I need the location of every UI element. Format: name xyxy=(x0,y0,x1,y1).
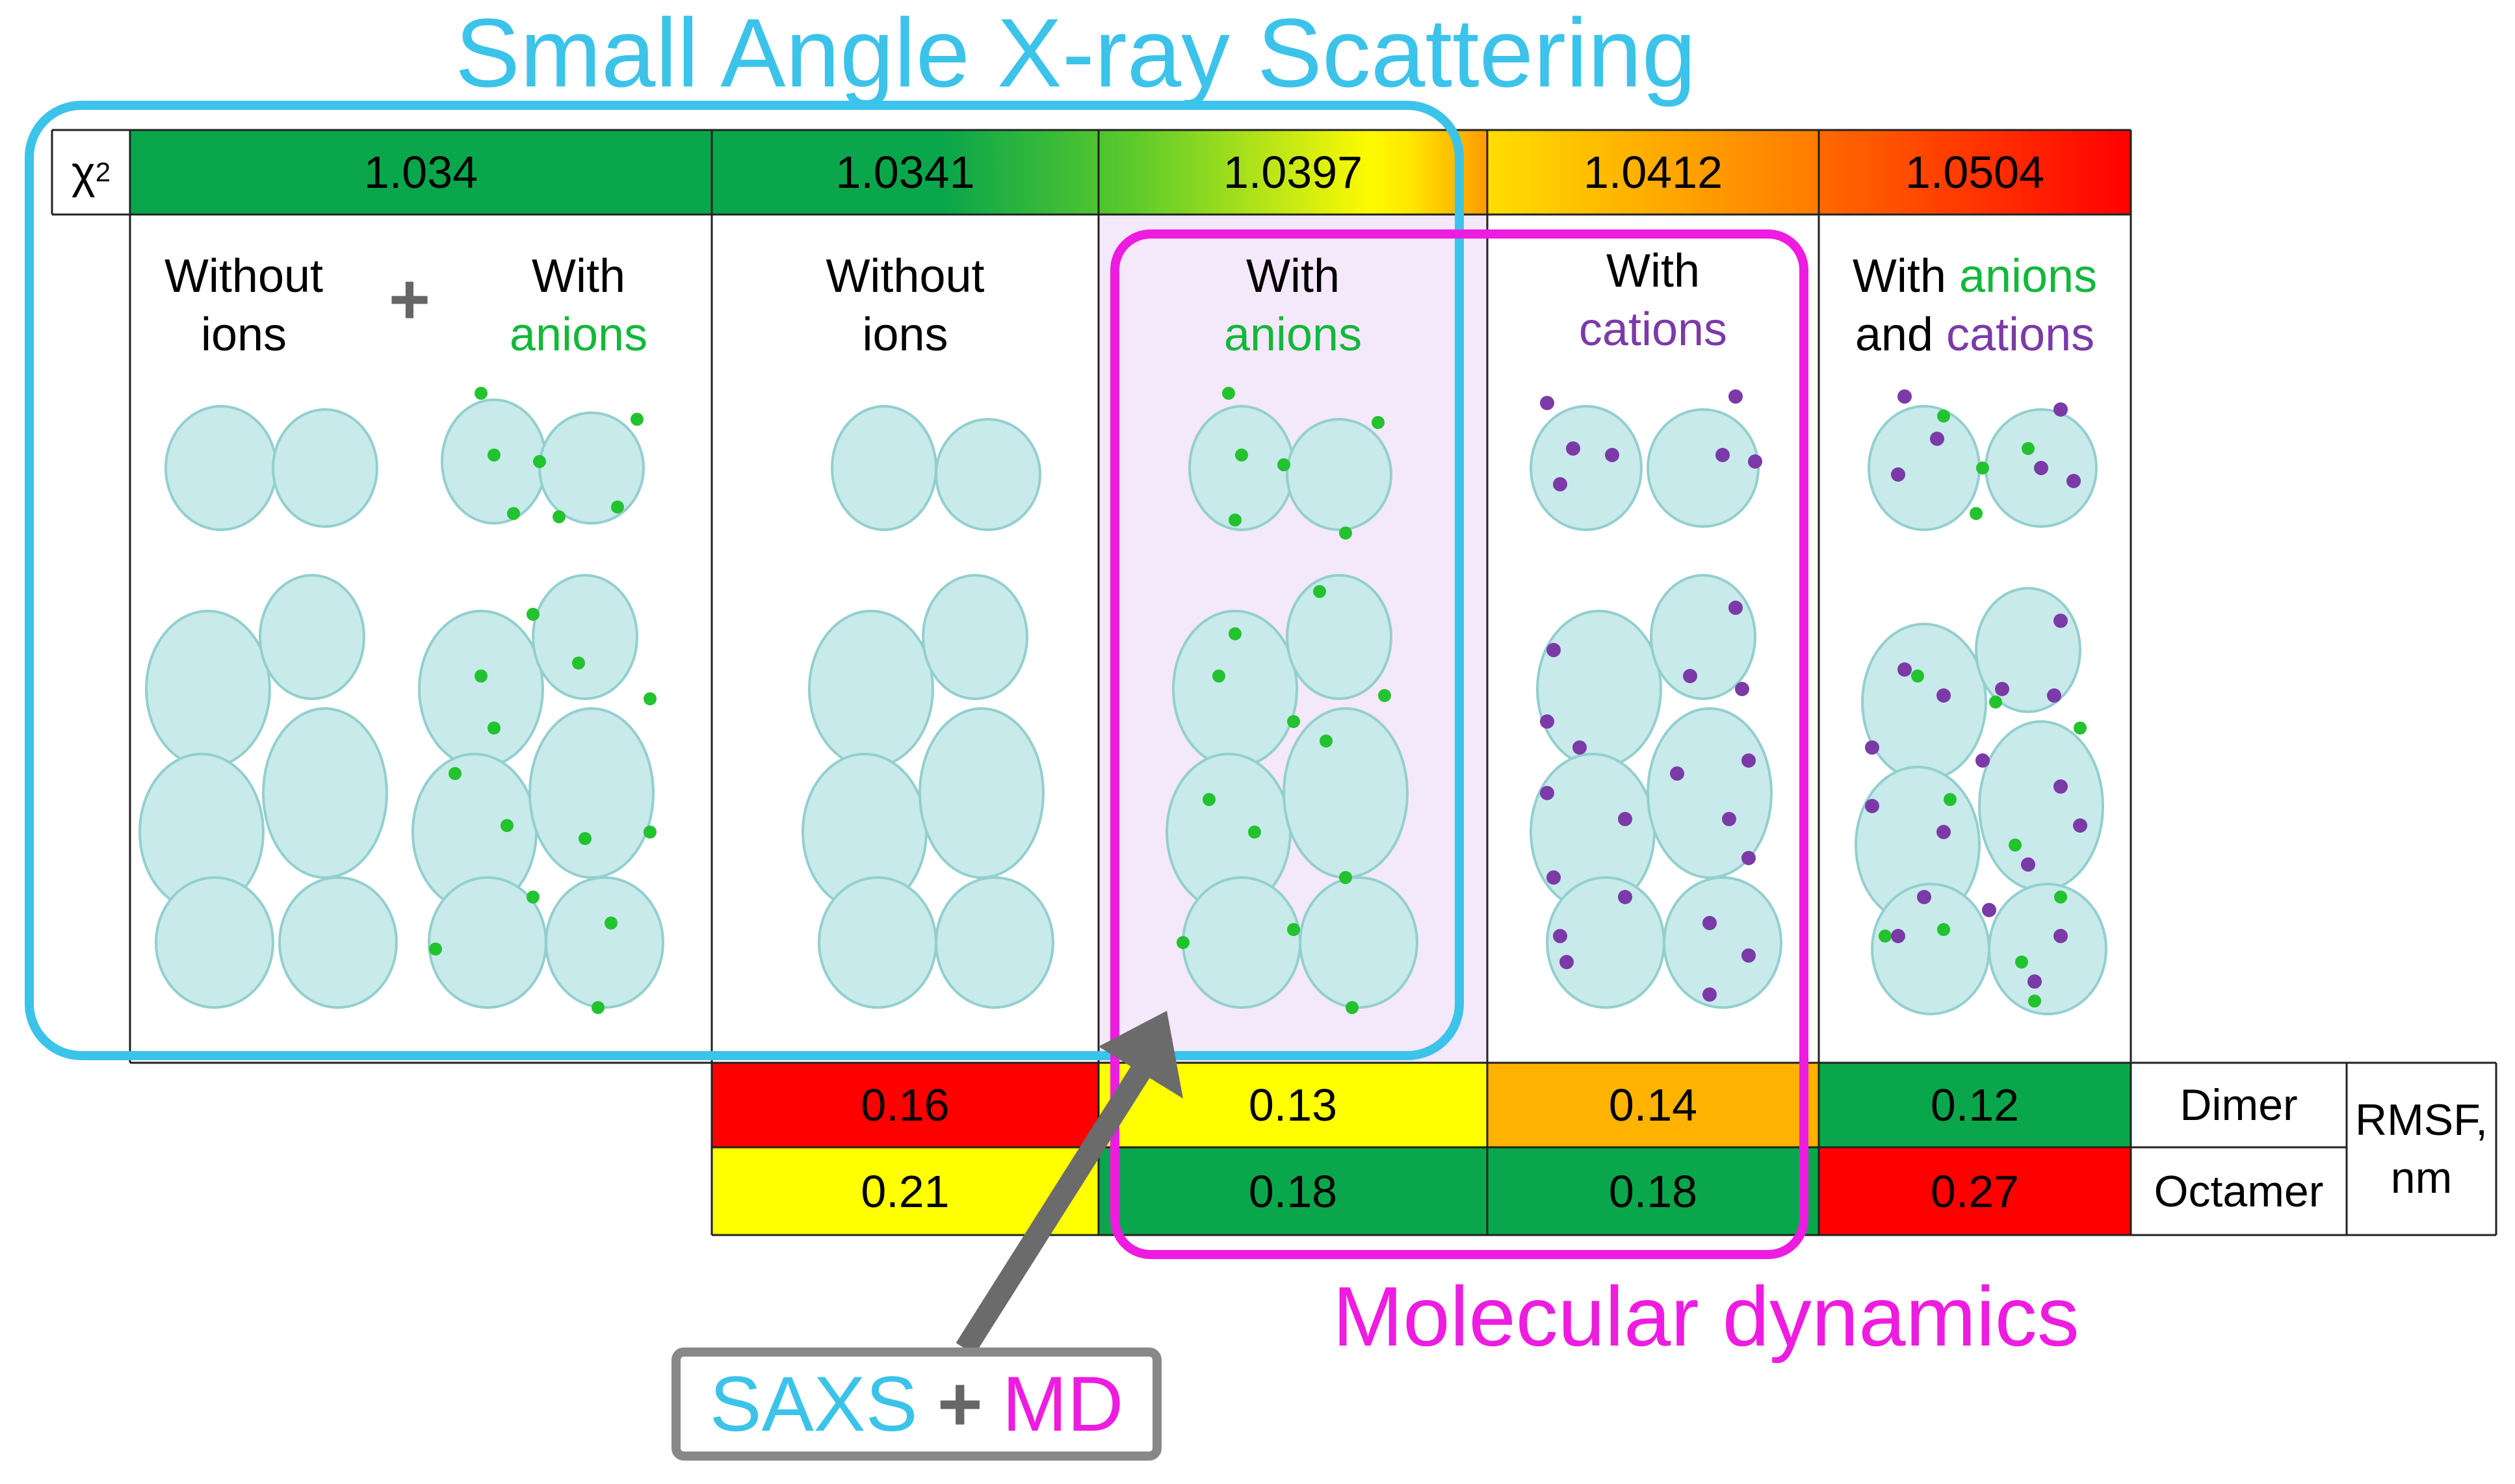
col2-line2: ions xyxy=(862,309,948,361)
col5-header: With anions and cations xyxy=(1819,247,2131,364)
dimer-value-4: 0.12 xyxy=(1930,1080,2020,1130)
octamer-value-1: 0.21 xyxy=(861,1165,950,1217)
col3-header: With anions xyxy=(1099,247,1487,364)
dimer-label: Dimer xyxy=(2180,1080,2298,1130)
col1a-line1: Without xyxy=(164,250,324,302)
chi-value-2: 1.0341 xyxy=(835,147,975,198)
octamer-value-2: 0.18 xyxy=(1248,1165,1338,1217)
dimer-fill-3 xyxy=(1487,1063,1819,1147)
md-title: Molecular dynamics xyxy=(1333,1269,2079,1364)
saxs-md-md: MD xyxy=(1002,1360,1124,1448)
chi-value-5: 1.0504 xyxy=(1905,147,2045,198)
md-region-box xyxy=(1110,229,1808,1259)
saxs-title: Small Angle X-ray Scattering xyxy=(455,0,1697,107)
dimer-value-1: 0.16 xyxy=(861,1080,950,1130)
col1b-line2: anions xyxy=(509,309,648,361)
octamer-fill-3 xyxy=(1487,1147,1819,1235)
col5-anions: anions xyxy=(1959,250,2098,302)
col1b-header: With anions xyxy=(468,247,689,364)
rmsf-unit-label: RMSF, nm xyxy=(2347,1063,2496,1235)
saxs-md-label: SAXS + MD xyxy=(681,1357,1153,1451)
col2-header: Without ions xyxy=(712,247,1099,364)
octamer-value-3: 0.18 xyxy=(1608,1165,1698,1217)
chi-fill-1 xyxy=(130,130,712,215)
chi-value-1: 1.034 xyxy=(363,147,478,198)
chi-value-3: 1.0397 xyxy=(1223,147,1363,198)
plus-icon: + xyxy=(388,259,431,339)
col3-line2: anions xyxy=(1223,309,1362,361)
dimer-fill-1 xyxy=(712,1063,1099,1147)
saxs-md-plus-icon: + xyxy=(937,1360,983,1448)
col4-line1: With xyxy=(1606,245,1700,297)
col3-line1: With xyxy=(1246,250,1340,302)
col1a-header: Without ions xyxy=(130,247,358,364)
dimer-fill-4 xyxy=(1819,1063,2131,1147)
col4-line2: cations xyxy=(1578,304,1728,356)
col5-cations: cations xyxy=(1946,309,2095,361)
table-grid xyxy=(51,129,2497,1236)
octamer-fill-2 xyxy=(1099,1147,1487,1235)
anion-spheres xyxy=(429,387,2087,1014)
col1b-line1: With xyxy=(532,250,625,302)
dimer-value-3: 0.14 xyxy=(1608,1080,1698,1130)
col1a-line2: ions xyxy=(200,309,287,361)
chi-superscript: 2 xyxy=(95,157,111,187)
col5-and: and xyxy=(1855,309,1933,361)
octamer-value-4: 0.27 xyxy=(1930,1165,2020,1217)
rmsf-label-line1: RMSF, xyxy=(2355,1095,2488,1145)
col4-header: With cations xyxy=(1487,242,1819,359)
chi-symbol: χ xyxy=(71,147,96,198)
saxs-region-box xyxy=(25,101,1464,1060)
col5-with: With xyxy=(1852,250,1946,302)
col2-line1: Without xyxy=(826,250,985,302)
chi-fill-4 xyxy=(1487,130,1819,215)
arrow xyxy=(956,1011,1183,1355)
rmsf-label-line2: nm xyxy=(2390,1152,2453,1203)
chi-value-4: 1.0412 xyxy=(1583,147,1723,198)
chi-fill-5 xyxy=(1819,130,2131,215)
octamer-label: Octamer xyxy=(2154,1166,2324,1216)
octamer-fill-4 xyxy=(1819,1147,2131,1235)
saxs-md-box xyxy=(671,1347,1162,1461)
saxs-md-saxs: SAXS xyxy=(709,1360,918,1448)
cation-spheres xyxy=(1540,389,2087,1002)
dimer-value-2: 0.13 xyxy=(1248,1080,1338,1130)
